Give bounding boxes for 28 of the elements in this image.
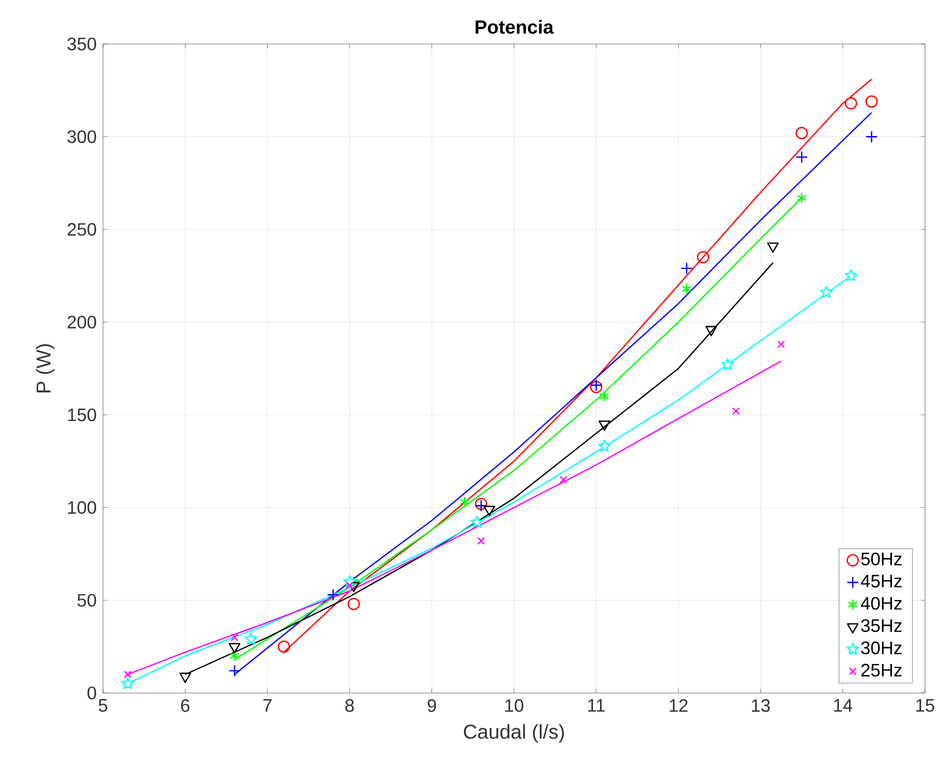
legend-label: 25Hz xyxy=(861,664,902,677)
legend-label: 35Hz xyxy=(861,619,902,632)
x-tick-label: 9 xyxy=(428,699,436,712)
y-tick-label: 50 xyxy=(78,594,96,607)
x-tick-label: 5 xyxy=(98,699,108,712)
x-tick-label: 13 xyxy=(752,699,770,712)
y-tick-label: 300 xyxy=(67,130,96,144)
legend-label: 50Hz xyxy=(861,552,902,566)
y-tick-label: 250 xyxy=(68,223,96,236)
x-tick-label: 8 xyxy=(345,699,354,712)
legend-label: 30Hz xyxy=(861,642,902,654)
x-tick-label: 7 xyxy=(263,699,272,712)
x-tick-label: 12 xyxy=(670,699,688,712)
y-axis-title: P (W) xyxy=(36,344,55,392)
y-tick-label: 150 xyxy=(68,408,96,422)
x-tick-label: 6 xyxy=(181,699,190,712)
x-tick-label: 10 xyxy=(505,699,524,712)
y-tick-label: 200 xyxy=(68,316,96,328)
y-tick-label: 0 xyxy=(88,686,96,700)
x-tick-label: 14 xyxy=(834,699,852,712)
x-tick-label: 11 xyxy=(588,699,605,712)
y-tick-label: 350 xyxy=(67,38,96,50)
y-tick-label: 100 xyxy=(68,501,96,514)
x-tick-label: 15 xyxy=(916,699,934,712)
legend-label: 45Hz xyxy=(860,574,902,588)
x-axis-title: Caudal (l/s) xyxy=(464,724,564,743)
chart-title: Potencia xyxy=(476,20,554,34)
legend-label: 40Hz xyxy=(860,596,902,610)
